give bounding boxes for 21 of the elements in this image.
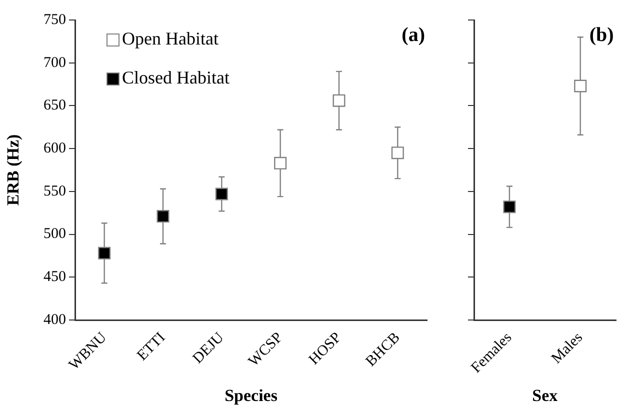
y-tick-label: 600 [44,140,66,157]
legend-label: Open Habitat [122,28,218,49]
annotation: (a) [402,24,425,46]
legend-label: Closed Habitat [122,68,230,88]
x-axis-title: Species [224,386,278,406]
y-tick-label: 500 [44,226,66,242]
point [98,246,111,260]
point [332,94,346,107]
y-tick-label: 700 [44,54,66,71]
annotation: (b) [589,24,614,46]
y-tick-label: 550 [44,183,66,200]
y-tick-label: 450 [44,269,66,286]
x-axis-title: Sex [532,386,558,406]
y-tick-label: 650 [44,98,66,114]
point [215,188,228,200]
point [156,210,170,223]
y-tick-label: 750 [44,12,66,28]
point [391,146,404,160]
point [274,156,287,170]
y-tick-label: 400 [44,312,66,328]
y-axis-title: ERB (Hz) [4,134,23,206]
